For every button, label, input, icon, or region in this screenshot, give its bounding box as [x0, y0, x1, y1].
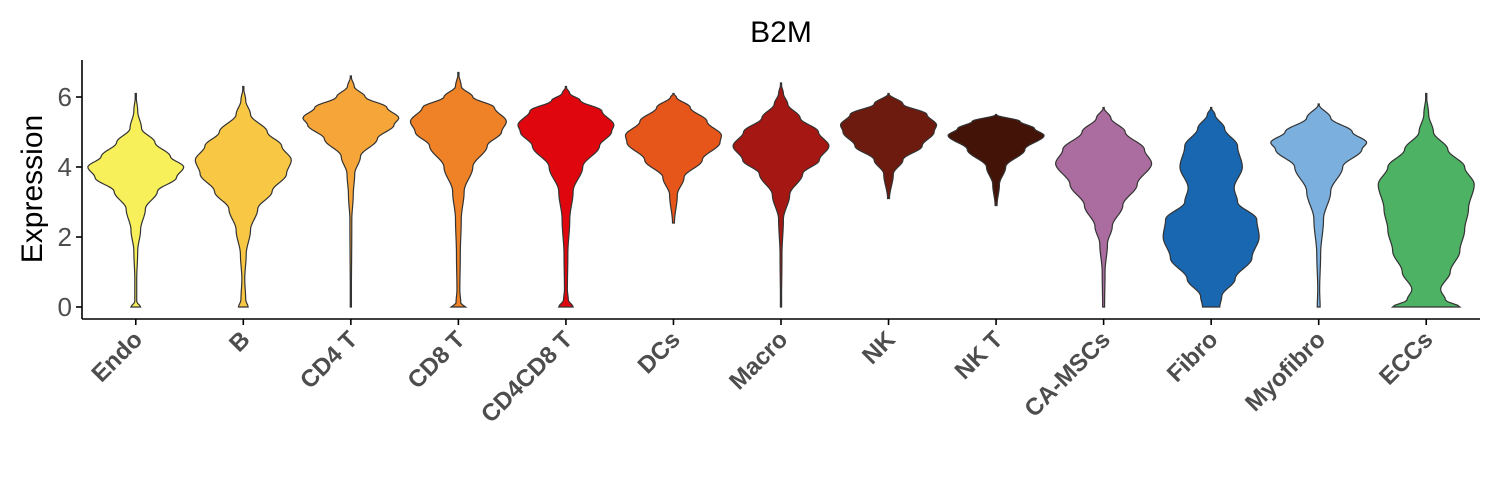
violin-fibro — [1162, 106, 1260, 308]
x-tick-label-fibro: Fibro — [1162, 326, 1224, 388]
y-tick-label: 4 — [58, 152, 72, 182]
violins-group — [87, 71, 1475, 308]
violin-macro — [732, 82, 830, 308]
violin-nk-t — [947, 113, 1045, 207]
violin-myofibro — [1270, 103, 1368, 308]
violin-ca-mscs — [1055, 106, 1153, 308]
x-tick-label-eccs: ECCs — [1374, 326, 1438, 390]
x-tick-label-nk: NK — [857, 326, 901, 370]
x-tick-label-macro: Macro — [724, 326, 793, 395]
x-tick-label-cd4-t: CD4 T — [295, 326, 363, 394]
violin-cd4cd8-t — [517, 85, 615, 308]
violin-nk — [839, 92, 938, 200]
x-tick-label-myofibro: Myofibro — [1240, 326, 1331, 417]
x-tick-label-b: B — [224, 326, 255, 357]
x-tick-label-endo: Endo — [86, 326, 148, 388]
violin-b — [194, 85, 292, 308]
y-tick-label: 0 — [58, 292, 72, 322]
violin-cd8-t — [409, 71, 508, 308]
x-tick-label-cd8-t: CD8 T — [403, 326, 471, 394]
x-tick-label-dcs: DCs — [633, 326, 686, 379]
chart-title: B2M — [750, 16, 812, 49]
x-tick-label-nk-t: NK T — [950, 326, 1009, 385]
violin-dcs — [624, 92, 723, 224]
y-axis: 0 2 4 6 — [58, 60, 83, 322]
y-axis-label: Expression — [16, 115, 49, 263]
x-tick-label-ca-mscs: CA-MSCs — [1019, 326, 1115, 422]
violin-cd4-t — [302, 75, 400, 308]
violin-eccs — [1377, 92, 1475, 308]
y-tick-label: 6 — [58, 82, 72, 112]
violin-endo — [87, 92, 185, 308]
x-tick-label-cd4cd8-t: CD4CD8 T — [476, 326, 578, 428]
y-tick-label: 2 — [58, 222, 72, 252]
x-axis: Endo B CD4 T CD8 T CD4CD8 T DCs Macro NK NK T CA-… — [82, 318, 1480, 428]
